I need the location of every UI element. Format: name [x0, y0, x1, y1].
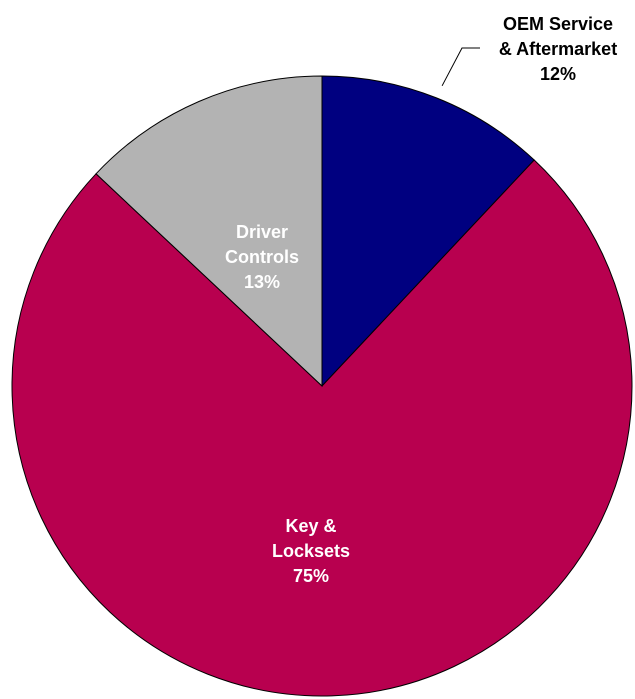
pie-slice	[95, 75, 323, 388]
slice-label-line: Locksets	[272, 541, 350, 561]
slice-label-line: OEM Service	[503, 14, 613, 34]
leader-line	[441, 47, 480, 87]
slice-label-line: & Aftermarket	[499, 39, 617, 59]
slice-percent: 13%	[244, 272, 280, 292]
slice-label-line: Driver	[236, 222, 288, 242]
pie-slice	[11, 159, 633, 697]
slice-label: Key & Locksets 75%	[272, 516, 350, 586]
pie-slices	[11, 75, 633, 697]
slice-label-line: Controls	[225, 247, 299, 267]
slice-label: Driver Controls 13%	[225, 222, 299, 292]
slice-percent: 12%	[540, 64, 576, 84]
slice-labels: OEM Service & Aftermarket 12% Key & Locksets…	[225, 14, 617, 586]
slice-label-line: Key &	[285, 516, 336, 536]
leader-lines	[441, 47, 480, 87]
pie-slice	[321, 75, 535, 388]
slice-percent: 75%	[293, 566, 329, 586]
slice-label: OEM Service & Aftermarket 12%	[499, 14, 617, 84]
